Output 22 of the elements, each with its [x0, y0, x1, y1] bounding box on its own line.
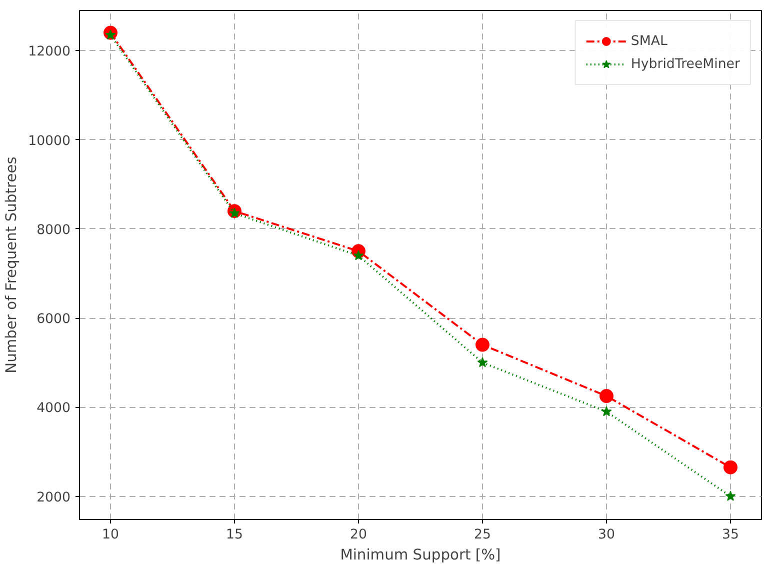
point [724, 460, 738, 474]
x-tick-label: 25 [474, 528, 491, 542]
legend-label: SMAL [630, 34, 668, 48]
x-axis-title: Minimum Support [%] [340, 546, 501, 564]
point [601, 406, 612, 416]
x-tick-label: 10 [102, 528, 119, 542]
point [725, 490, 736, 501]
point [477, 357, 488, 368]
y-tick-label: 2000 [36, 490, 71, 506]
point [476, 338, 490, 352]
point [600, 389, 614, 404]
x-tick-label: 15 [226, 528, 243, 542]
x-tick-label: 30 [598, 528, 615, 542]
y-tick-label: 10000 [28, 134, 71, 149]
x-tick-label: 20 [350, 528, 367, 542]
y-tick-label: 8000 [36, 222, 71, 238]
y-tick-label: 6000 [36, 312, 71, 328]
y-axis-title: Number of Frequent Subtrees [3, 156, 20, 374]
y-tick-label: 4000 [36, 401, 71, 416]
y-tick-label: 12000 [28, 44, 71, 60]
x-tick-label: 35 [722, 528, 739, 542]
legend-label: HybridTreeMiner [630, 56, 740, 72]
